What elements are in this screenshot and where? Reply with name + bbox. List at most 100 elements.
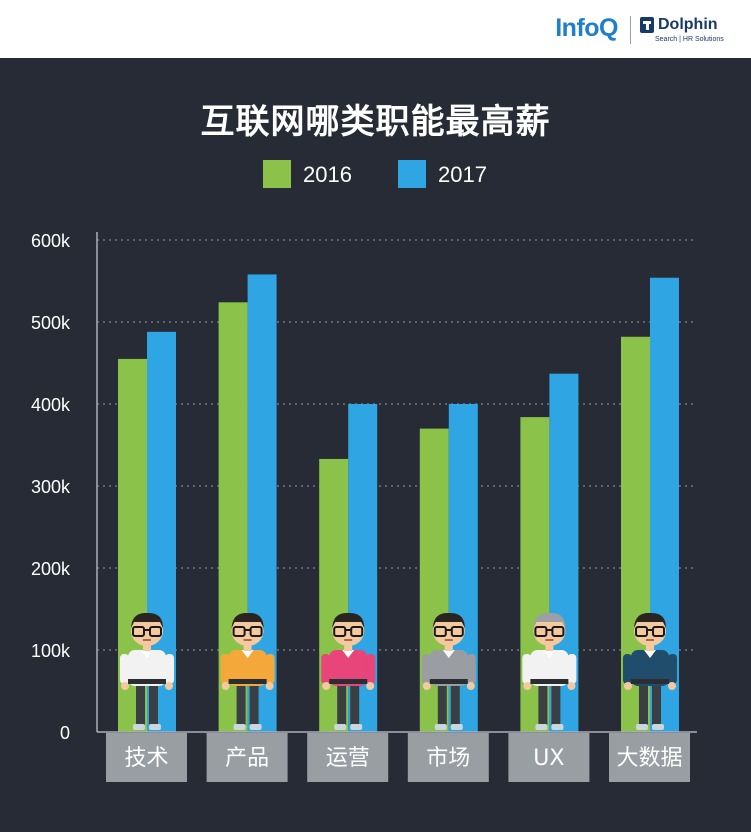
figure-belt xyxy=(228,679,267,684)
figure-hand xyxy=(523,682,532,690)
figure-产品 xyxy=(220,612,275,730)
y-tick-label: 600k xyxy=(31,231,71,251)
figure-belt xyxy=(429,679,468,684)
legend-swatch-2017 xyxy=(398,160,426,188)
category-label: 运营 xyxy=(326,746,370,771)
figure-大数据 xyxy=(623,612,677,730)
figure-hand xyxy=(366,682,375,690)
figure-运营 xyxy=(321,612,376,730)
figure-neck xyxy=(243,644,252,651)
dolphin-logo-name: Dolphin xyxy=(658,16,718,33)
figure-torso xyxy=(631,650,669,686)
figure-hair xyxy=(634,612,666,628)
category-label: 大数据 xyxy=(616,746,682,771)
figure-leg xyxy=(639,683,648,725)
figure-glasses xyxy=(249,626,263,637)
figure-glasses xyxy=(232,626,246,637)
category-label: UX xyxy=(533,746,564,771)
chart-title: 互联网哪类职能最高薪 xyxy=(200,102,551,142)
figure-hand xyxy=(668,682,676,690)
figure-技术 xyxy=(120,612,174,730)
figure-hand xyxy=(567,682,576,690)
dolphin-logo-subtitle: Search | HR Solutions xyxy=(655,36,724,43)
figure-shoe xyxy=(249,724,262,730)
y-tick-label: 500k xyxy=(31,313,71,333)
figure-leg xyxy=(149,683,158,725)
figure-arm xyxy=(522,654,532,684)
figure-hand xyxy=(422,682,431,690)
figure-hand xyxy=(466,682,475,690)
figure-arm xyxy=(421,654,431,684)
figure-shoe xyxy=(450,724,463,730)
figure-belt xyxy=(329,679,368,684)
figure-collar xyxy=(342,650,355,658)
logo-divider xyxy=(630,16,631,44)
figure-neck xyxy=(545,644,554,651)
figure-collar xyxy=(644,650,656,658)
dolphin-logo-icon xyxy=(640,17,654,33)
header-bar: InfoQ Dolphin Search | HR Solutions xyxy=(0,0,751,58)
y-tick-label: 300k xyxy=(31,477,71,497)
figure-torso xyxy=(128,650,166,686)
figure-glasses xyxy=(450,626,464,637)
figure-leg xyxy=(437,683,447,725)
figure-hand xyxy=(322,682,331,690)
figure-shoe xyxy=(652,724,664,730)
figure-collar xyxy=(543,650,556,658)
y-tick-label: 100k xyxy=(31,641,71,661)
figure-hand xyxy=(265,682,274,690)
figure-torso xyxy=(530,650,569,686)
figure-arm xyxy=(220,654,230,684)
figure-arm xyxy=(265,654,275,684)
figure-shoe xyxy=(535,724,548,730)
figure-shoe xyxy=(133,724,145,730)
category-label-box xyxy=(206,733,288,782)
legend-swatch-2016 xyxy=(263,160,291,188)
legend-label-2017: 2017 xyxy=(438,162,487,187)
figure-leg xyxy=(538,683,548,725)
figure-leg xyxy=(551,683,561,725)
figure-glasses xyxy=(350,626,364,637)
category-label-box xyxy=(508,733,590,782)
category-label-box xyxy=(106,733,187,782)
figure-hair xyxy=(432,612,465,628)
y-tick-label: 200k xyxy=(31,559,71,579)
figure-arm xyxy=(466,654,476,684)
figure-hair xyxy=(131,612,163,628)
figure-torso xyxy=(329,650,368,686)
figure-leg xyxy=(337,683,347,725)
y-tick-label: 400k xyxy=(31,395,71,415)
category-label: 产品 xyxy=(225,746,269,771)
category-label-box xyxy=(407,733,489,782)
dolphin-logo: Dolphin Search | HR Solutions xyxy=(640,16,740,46)
figure-shoe xyxy=(350,724,363,730)
figure-leg xyxy=(450,683,460,725)
figure-hair xyxy=(533,612,566,628)
figure-hair xyxy=(231,612,264,628)
figure-collar xyxy=(141,650,153,658)
figure-glasses xyxy=(551,626,565,637)
category-label: 市场 xyxy=(426,746,470,771)
figure-glasses xyxy=(333,626,347,637)
figure-neck xyxy=(143,644,151,651)
figure-leg xyxy=(249,683,259,725)
figure-shoe xyxy=(551,724,564,730)
y-tick-label: 0 xyxy=(60,723,70,743)
figure-hand xyxy=(165,682,173,690)
figure-arm xyxy=(668,654,677,684)
figure-neck xyxy=(646,644,654,651)
figure-hand xyxy=(221,682,230,690)
figure-leg xyxy=(652,683,661,725)
figure-belt xyxy=(128,679,166,684)
figure-neck xyxy=(444,644,453,651)
legend-label-2016: 2016 xyxy=(303,162,352,187)
infoq-logo: InfoQ xyxy=(555,14,618,42)
figure-torso xyxy=(228,650,267,686)
figure-glasses xyxy=(433,626,447,637)
figure-collar xyxy=(241,650,254,658)
figure-UX xyxy=(522,612,577,730)
figure-neck xyxy=(344,644,353,651)
figure-shoe xyxy=(434,724,447,730)
figure-glasses xyxy=(635,626,648,637)
figure-hand xyxy=(624,682,632,690)
